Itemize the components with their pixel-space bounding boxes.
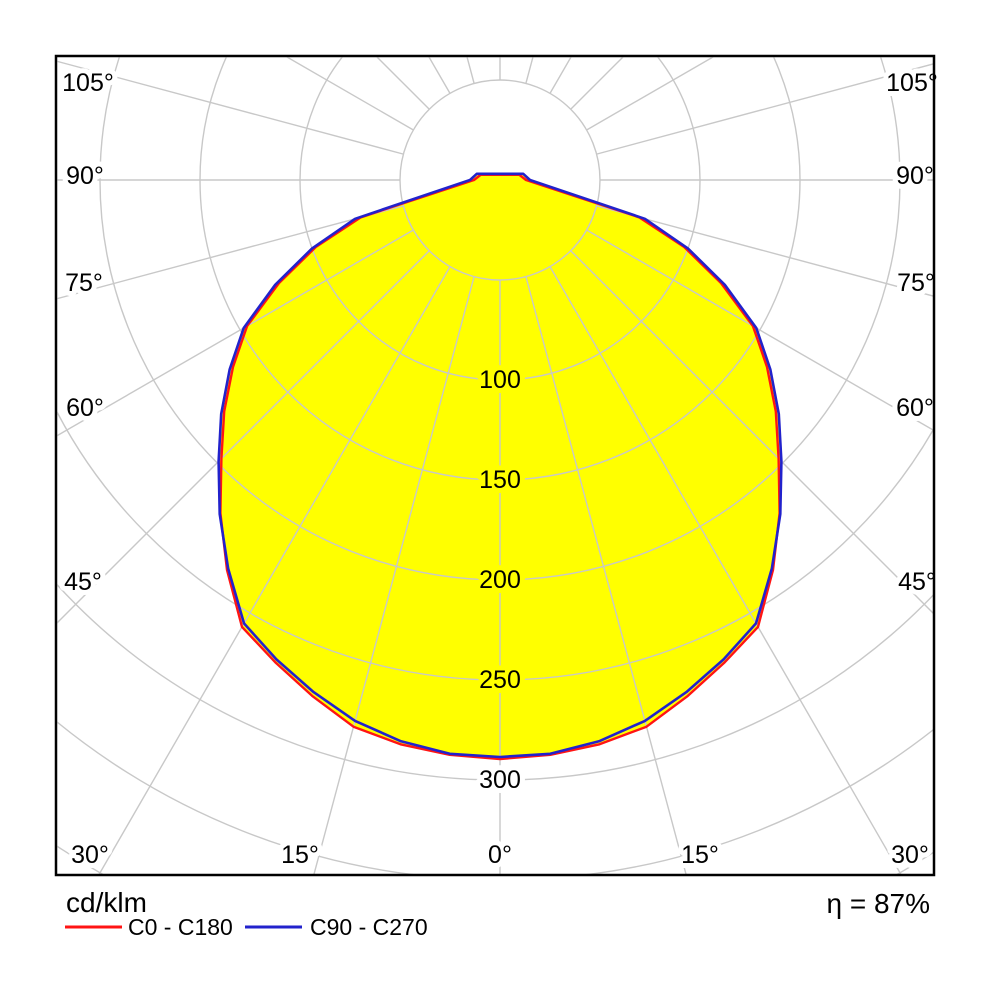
- angle-tick-label: 45°: [898, 568, 936, 596]
- angle-tick-label: 90°: [896, 162, 934, 190]
- plot-border: [54, 54, 936, 877]
- efficiency-label: η = 87%: [826, 888, 930, 919]
- units-label: cd/klm: [66, 887, 147, 918]
- grid-spoke: [57, 229, 414, 437]
- angle-tick-label: 75°: [65, 269, 103, 297]
- intensity-curves: [217, 172, 783, 761]
- angle-tick-label: 30°: [891, 841, 929, 869]
- grid-spoke: [57, 250, 430, 624]
- angle-tick-label: 105°: [62, 69, 114, 97]
- angle-tick-label: 60°: [66, 394, 104, 422]
- legend: C0 - C180 C90 - C270: [65, 914, 428, 940]
- grid-spoke: [596, 63, 933, 155]
- grid-spoke: [313, 276, 475, 875]
- grid-spoke: [596, 205, 933, 297]
- radial-tick-label: 100: [479, 366, 521, 394]
- grid-spoke: [57, 60, 404, 155]
- legend-label-c0-c180: C0 - C180: [128, 914, 233, 940]
- curve-c0-c180: [219, 173, 781, 761]
- angle-tick-label: 15°: [681, 841, 719, 869]
- legend-label-c90-c270: C90 - C270: [310, 914, 428, 940]
- radial-tick-label: 250: [479, 666, 521, 694]
- radial-tick-label: 150: [479, 466, 521, 494]
- grid-spoke: [525, 276, 687, 875]
- grid-spoke: [286, 57, 414, 131]
- radial-tick-label: 300: [479, 766, 521, 794]
- angle-tick-label: 60°: [896, 394, 934, 422]
- grid-spoke: [586, 229, 933, 431]
- curve-c90-c270: [217, 172, 783, 759]
- angle-tick-label: 90°: [66, 162, 104, 190]
- grid-spoke: [57, 205, 404, 300]
- grid-spoke: [570, 250, 933, 614]
- angle-tick-label: 105°: [886, 69, 938, 97]
- angle-tick-label: 75°: [897, 269, 935, 297]
- angle-tick-label: 15°: [281, 841, 319, 869]
- legend-item-c0-c180: C0 - C180: [65, 914, 233, 940]
- angle-tick-label: 0°: [488, 841, 512, 869]
- grid-spoke: [586, 57, 714, 131]
- radial-tick-label: 200: [479, 566, 521, 594]
- angle-tick-label: 45°: [64, 568, 102, 596]
- grid-spoke: [98, 266, 451, 875]
- angle-tick-label: 30°: [71, 841, 109, 869]
- grid-spoke: [549, 266, 902, 875]
- axis-labels: 0° 15° 15° 30° 30° 45° 45° 60° 60° 75° 75° 90° 90° 10…: [57, 64, 943, 874]
- legend-item-c90-c270: C90 - C270: [245, 914, 428, 940]
